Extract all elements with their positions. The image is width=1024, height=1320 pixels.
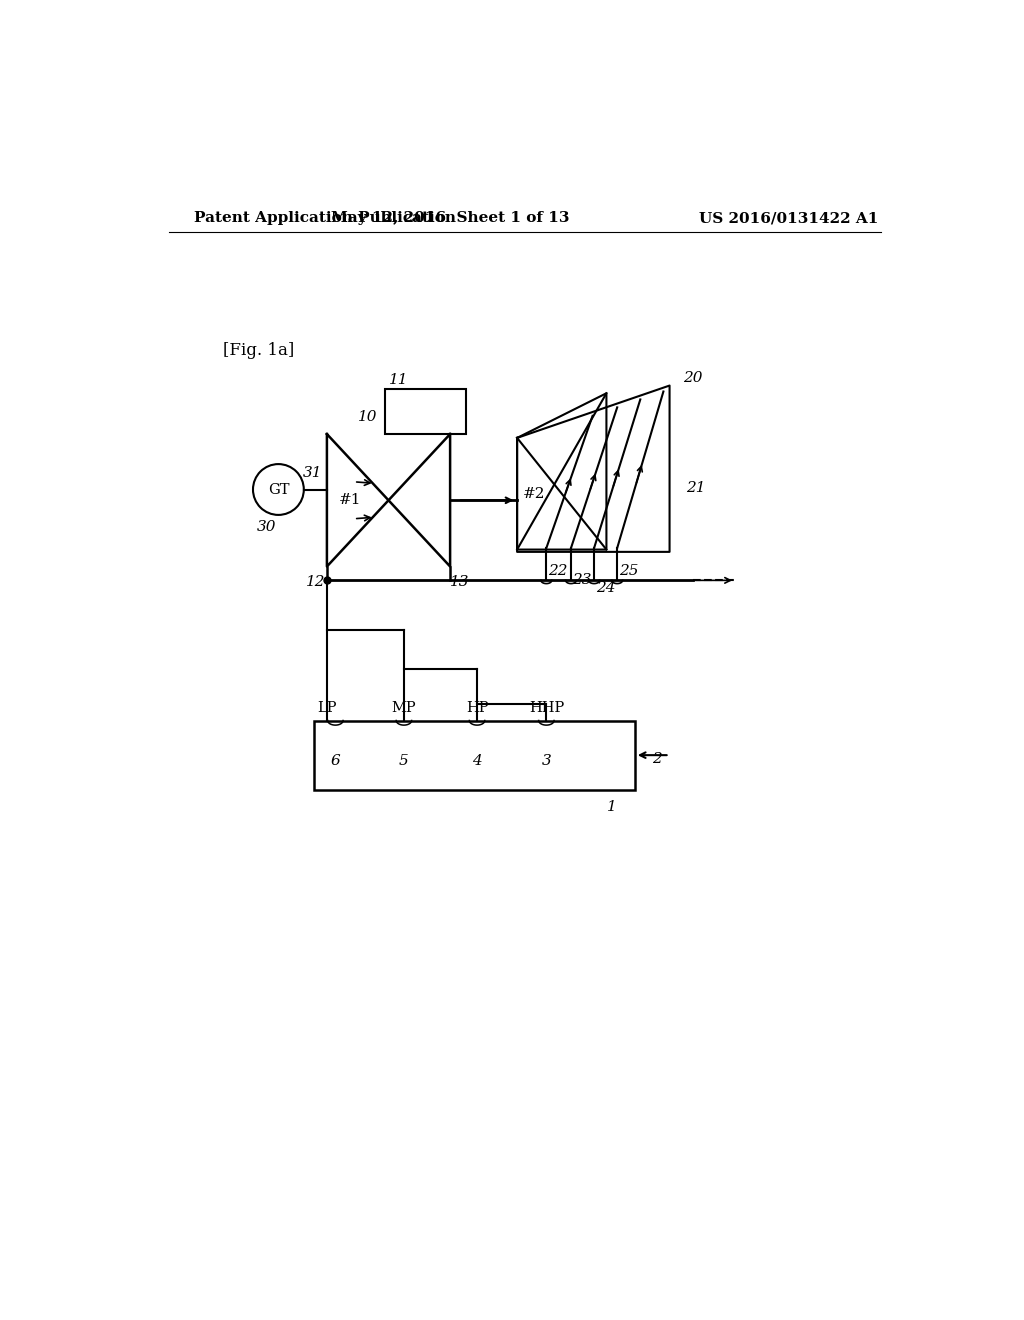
Bar (313, 721, 635, 789)
Text: #1: #1 (339, 494, 361, 507)
Text: HP: HP (466, 701, 488, 715)
Text: 24: 24 (596, 581, 615, 595)
Text: #2: #2 (523, 487, 546, 500)
Polygon shape (517, 393, 606, 549)
Text: [Fig. 1a]: [Fig. 1a] (223, 342, 294, 359)
Text: 10: 10 (357, 411, 377, 424)
Text: 25: 25 (618, 564, 638, 578)
Text: 5: 5 (399, 754, 409, 768)
Text: 31: 31 (303, 466, 323, 479)
Text: LP: LP (317, 701, 337, 715)
Text: 4: 4 (472, 754, 482, 768)
Text: 30: 30 (257, 520, 276, 535)
Text: US 2016/0131422 A1: US 2016/0131422 A1 (699, 211, 879, 226)
Text: May 12, 2016  Sheet 1 of 13: May 12, 2016 Sheet 1 of 13 (331, 211, 569, 226)
Text: 13: 13 (450, 576, 469, 589)
Text: 3: 3 (542, 754, 551, 768)
Text: MP: MP (391, 701, 416, 715)
Text: 1: 1 (607, 800, 616, 813)
Text: 20: 20 (683, 371, 702, 385)
Text: 12: 12 (305, 576, 325, 589)
Text: Patent Application Publication: Patent Application Publication (194, 211, 456, 226)
Text: 22: 22 (548, 564, 567, 578)
Polygon shape (388, 434, 451, 566)
Text: 2: 2 (652, 752, 662, 766)
Bar (385, 389, 466, 434)
Text: GT: GT (267, 483, 289, 496)
Polygon shape (327, 434, 388, 566)
Text: 23: 23 (572, 573, 592, 587)
Text: HHP: HHP (528, 701, 564, 715)
Text: 21: 21 (686, 480, 706, 495)
Text: 11: 11 (389, 374, 409, 387)
Text: 6: 6 (331, 754, 340, 768)
